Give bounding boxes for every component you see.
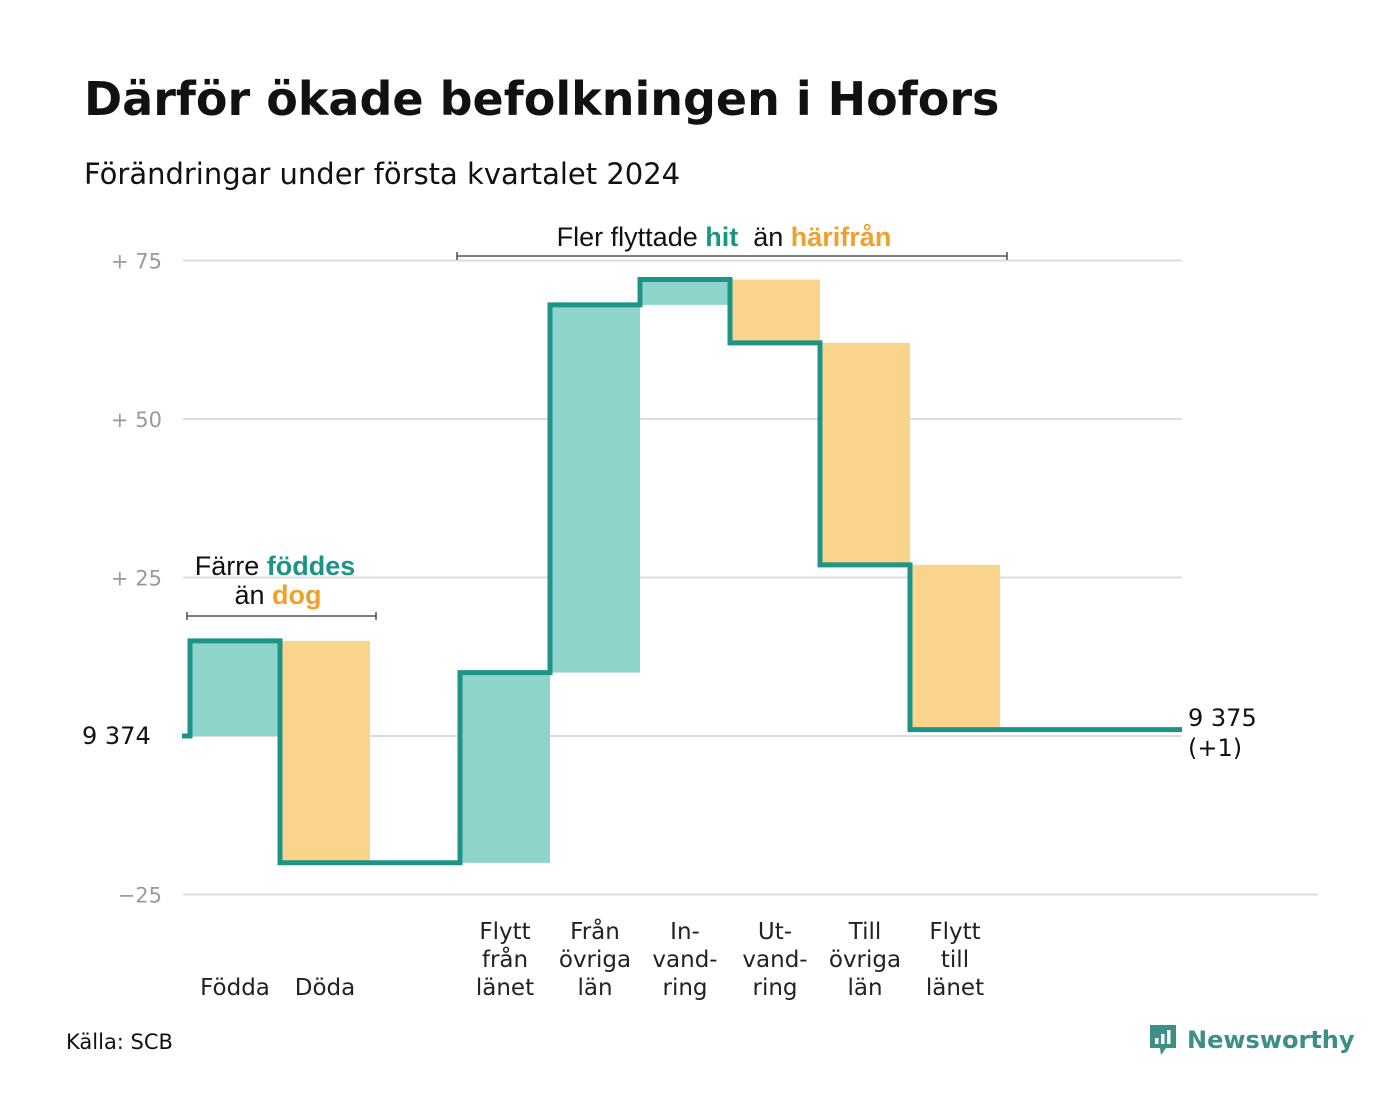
category-label: Födda bbox=[200, 975, 270, 1001]
annotation-births-deaths: Färre föddes än dog bbox=[186, 551, 377, 620]
annotation-migration-bracket bbox=[456, 252, 1008, 260]
bars bbox=[190, 279, 1000, 863]
category-label: vand- bbox=[652, 947, 717, 973]
category-label: In- bbox=[670, 919, 700, 945]
category-label: ring bbox=[662, 975, 707, 1001]
category-label: länet bbox=[476, 975, 534, 1001]
y-axis-ticks: + 75 + 50 + 25 −25 bbox=[111, 250, 162, 908]
category-label: län bbox=[847, 975, 882, 1001]
base-and-end-labels: 9 374 9 375 (+1) bbox=[82, 704, 1257, 762]
y-tick-label: + 75 bbox=[111, 250, 162, 274]
newsworthy-logo-text: Newsworthy bbox=[1187, 1026, 1355, 1054]
category-label: vand- bbox=[742, 947, 807, 973]
category-label: från bbox=[482, 945, 528, 973]
category-label: Flytt bbox=[929, 919, 980, 945]
newsworthy-logo: Newsworthy bbox=[1147, 1022, 1355, 1058]
newsworthy-logo-icon bbox=[1150, 1025, 1176, 1055]
y-tick-label: + 25 bbox=[111, 567, 162, 591]
category-label: länet bbox=[926, 975, 984, 1001]
category-label: Till bbox=[848, 919, 882, 945]
annotation-migration-text: Fler flyttade hit än härifrån bbox=[557, 222, 892, 252]
annotation-migration: Fler flyttade hit än härifrån bbox=[456, 222, 1008, 260]
base-value-label: 9 374 bbox=[82, 722, 151, 750]
category-label: övriga bbox=[829, 947, 901, 973]
chart-title: Därför ökade befolkningen i Hofors bbox=[84, 72, 1000, 126]
annotation-births-bracket bbox=[186, 612, 377, 620]
y-tick-label: −25 bbox=[118, 884, 162, 908]
bar-decrease bbox=[730, 279, 820, 343]
bar-decrease bbox=[910, 564, 1000, 730]
category-label: övriga bbox=[559, 947, 631, 973]
category-label: Döda bbox=[295, 975, 355, 1001]
bar-increase bbox=[190, 640, 280, 736]
chart-subtitle: Förändringar under första kvartalet 2024 bbox=[84, 157, 681, 191]
category-label: ring bbox=[752, 975, 797, 1001]
end-value-label: 9 375 bbox=[1188, 704, 1257, 732]
category-labels: Födda DödaFlyttfrånlänetFrånövrigalänIn-v… bbox=[200, 917, 984, 1001]
cumulative-line bbox=[182, 277, 1182, 866]
source-note: Källa: SCB bbox=[66, 1030, 173, 1054]
category-label: Flytt bbox=[479, 919, 530, 945]
annotation-births-line1: Färre föddes bbox=[195, 551, 356, 581]
bar-increase bbox=[640, 279, 730, 305]
bar-increase bbox=[460, 672, 550, 863]
category-label: Ut- bbox=[758, 919, 792, 945]
annotation-births-line2: än dog bbox=[234, 580, 321, 610]
category-label: Från bbox=[570, 917, 620, 945]
bar-decrease bbox=[280, 640, 370, 863]
end-change-label: (+1) bbox=[1188, 734, 1242, 762]
category-label: till bbox=[941, 947, 969, 973]
annotations: Färre föddes än dog Fler flyttade hit än… bbox=[186, 222, 1008, 620]
bar-decrease bbox=[820, 342, 910, 565]
y-tick-label: + 50 bbox=[111, 408, 162, 432]
category-label: län bbox=[577, 975, 612, 1001]
cumulative-step-line bbox=[182, 277, 1182, 866]
bar-increase bbox=[550, 304, 640, 673]
